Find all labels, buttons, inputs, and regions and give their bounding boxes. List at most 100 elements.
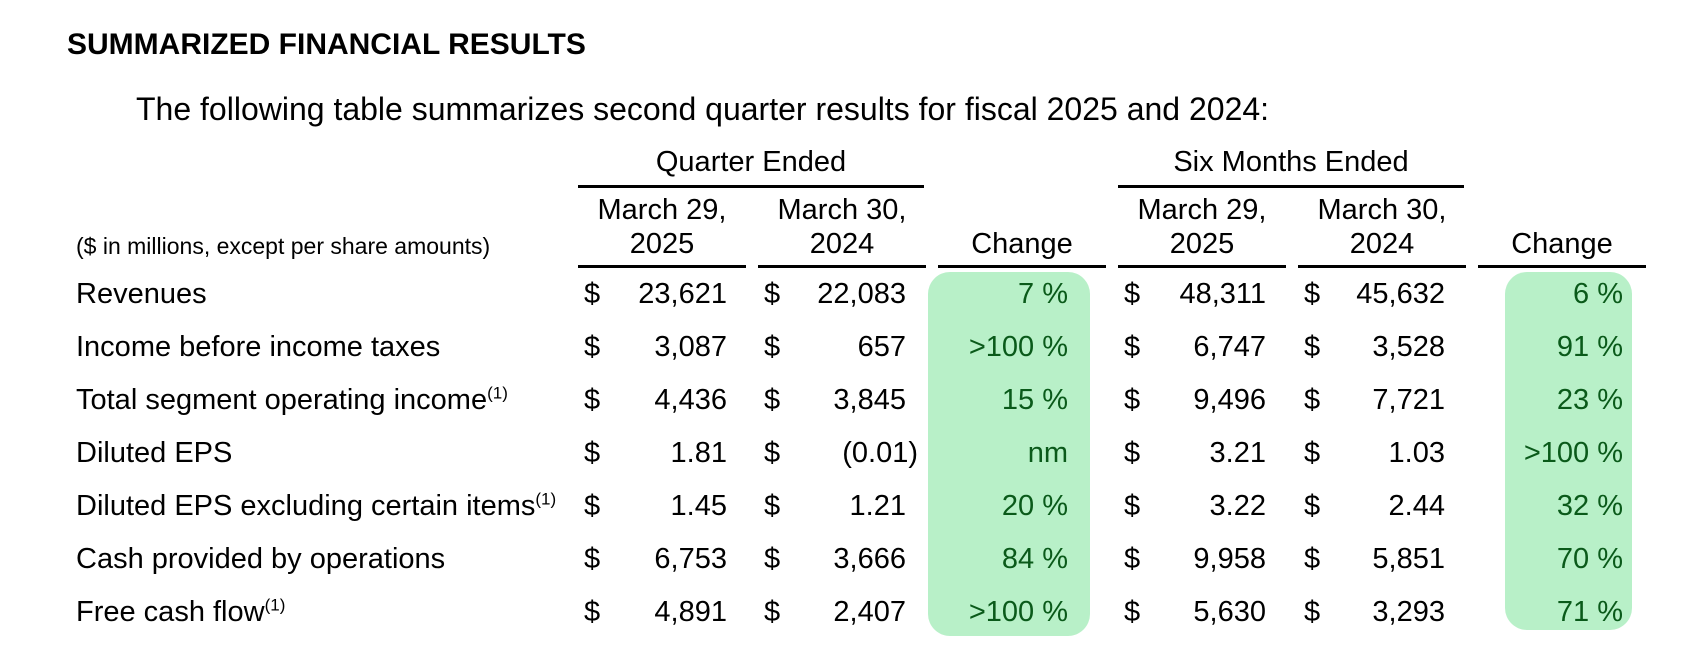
- s2025-value: 48,311: [1179, 278, 1266, 310]
- q2025-value: 1.45: [670, 490, 727, 522]
- col-rule-s-change: [1478, 265, 1646, 268]
- quarter-group-rule: [578, 185, 924, 188]
- col-rule-s-2024: [1298, 265, 1466, 268]
- currency-symbol: $: [1124, 596, 1141, 628]
- currency-symbol: $: [584, 278, 601, 310]
- q2025-value: 4,436: [654, 384, 727, 416]
- q-change-value: 15 %: [1001, 384, 1068, 416]
- row-label: Revenues: [76, 278, 207, 310]
- currency-symbol: $: [1304, 278, 1321, 310]
- q-change-value: nm: [1027, 437, 1068, 469]
- col-rule-q-2025: [578, 265, 746, 268]
- q2025-value: 6,753: [654, 543, 727, 575]
- s2025-value: 6,747: [1193, 331, 1266, 363]
- col-header-s-2025: March 29, 2025: [1137, 194, 1267, 260]
- s-change-value: 91 %: [1556, 331, 1623, 363]
- row-label: Cash provided by operations: [76, 543, 446, 575]
- quarter-change-highlight: [928, 272, 1090, 636]
- footnote-marker: (1): [264, 595, 286, 615]
- currency-symbol: $: [1124, 437, 1141, 469]
- currency-symbol: $: [1304, 490, 1321, 522]
- s2024-value: 2.44: [1388, 490, 1445, 522]
- col-header-s-2024: March 30, 2024: [1317, 194, 1447, 260]
- s-change-value: 6 %: [1573, 278, 1623, 310]
- currency-symbol: $: [1124, 384, 1141, 416]
- six-months-ended-header: Six Months Ended: [1173, 146, 1409, 178]
- currency-symbol: $: [584, 490, 601, 522]
- col-rule-q-2024: [758, 265, 926, 268]
- s2024-value: 7,721: [1372, 384, 1445, 416]
- col-header-s-change: Change: [1511, 228, 1613, 260]
- currency-symbol: $: [584, 543, 601, 575]
- q2025-value: 1.81: [670, 437, 727, 469]
- currency-symbol: $: [1304, 437, 1321, 469]
- row-label: Income before income taxes: [76, 331, 441, 363]
- s2025-value: 3.21: [1209, 437, 1266, 469]
- s-change-value: 71 %: [1556, 596, 1623, 628]
- q2024-value: 657: [857, 331, 906, 363]
- col-header-q-change: Change: [971, 228, 1073, 260]
- q-change-value: 20 %: [1001, 490, 1068, 522]
- row-label: Diluted EPS: [76, 437, 233, 469]
- s2025-value: 9,958: [1193, 543, 1266, 575]
- currency-symbol: $: [764, 543, 781, 575]
- currency-symbol: $: [584, 384, 601, 416]
- q2024-value: 3,666: [833, 543, 906, 575]
- currency-symbol: $: [1304, 596, 1321, 628]
- intro-text: The following table summarizes second qu…: [136, 91, 1270, 127]
- footnote-marker: (1): [487, 383, 508, 403]
- section-heading: SUMMARIZED FINANCIAL RESULTS: [67, 28, 586, 61]
- s-change-value: 32 %: [1556, 490, 1623, 522]
- currency-symbol: $: [1124, 490, 1141, 522]
- six-months-group-rule: [1118, 185, 1464, 188]
- s2024-value: 45,632: [1356, 278, 1445, 310]
- row-label: Diluted EPS excluding certain items(1): [76, 489, 557, 522]
- q-change-value: >100 %: [968, 596, 1068, 628]
- q2025-value: 23,621: [638, 278, 727, 310]
- s-change-value: 23 %: [1556, 384, 1623, 416]
- q-change-value: >100 %: [968, 331, 1068, 363]
- currency-symbol: $: [764, 490, 781, 522]
- quarter-ended-header: Quarter Ended: [655, 146, 847, 178]
- q2024-value: (0.01): [842, 437, 918, 469]
- currency-symbol: $: [1304, 331, 1321, 363]
- col-rule-q-change: [938, 265, 1106, 268]
- col-rule-s-2025: [1118, 265, 1286, 268]
- q2024-value: 2,407: [833, 596, 906, 628]
- s2024-value: 3,293: [1372, 596, 1445, 628]
- currency-symbol: $: [584, 437, 601, 469]
- s2025-value: 5,630: [1193, 596, 1266, 628]
- row-label: Total segment operating income(1): [76, 383, 508, 416]
- q2024-value: 1.21: [849, 490, 906, 522]
- q-change-value: 84 %: [1001, 543, 1068, 575]
- col-header-q-2025: March 29, 2025: [597, 194, 727, 260]
- currency-symbol: $: [1124, 543, 1141, 575]
- currency-symbol: $: [764, 278, 781, 310]
- q-change-value: 7 %: [1018, 278, 1068, 310]
- six-months-change-highlight: [1505, 272, 1632, 630]
- currency-symbol: $: [764, 331, 781, 363]
- currency-symbol: $: [1124, 278, 1141, 310]
- s-change-value: >100 %: [1523, 437, 1623, 469]
- s2025-value: 3.22: [1209, 490, 1266, 522]
- currency-symbol: $: [584, 331, 601, 363]
- q2024-value: 22,083: [817, 278, 906, 310]
- q2025-value: 3,087: [654, 331, 727, 363]
- q2024-value: 3,845: [833, 384, 906, 416]
- currency-symbol: $: [764, 596, 781, 628]
- currency-symbol: $: [584, 596, 601, 628]
- s2024-value: 5,851: [1372, 543, 1445, 575]
- s-change-value: 70 %: [1556, 543, 1623, 575]
- currency-symbol: $: [764, 437, 781, 469]
- row-label: Free cash flow(1): [76, 595, 286, 628]
- units-note: ($ in millions, except per share amounts…: [76, 233, 491, 259]
- currency-symbol: $: [1304, 543, 1321, 575]
- col-header-q-2024: March 30, 2024: [777, 194, 907, 260]
- currency-symbol: $: [1304, 384, 1321, 416]
- currency-symbol: $: [1124, 331, 1141, 363]
- s2024-value: 3,528: [1372, 331, 1445, 363]
- q2025-value: 4,891: [654, 596, 727, 628]
- s2025-value: 9,496: [1193, 384, 1266, 416]
- currency-symbol: $: [764, 384, 781, 416]
- s2024-value: 1.03: [1388, 437, 1445, 469]
